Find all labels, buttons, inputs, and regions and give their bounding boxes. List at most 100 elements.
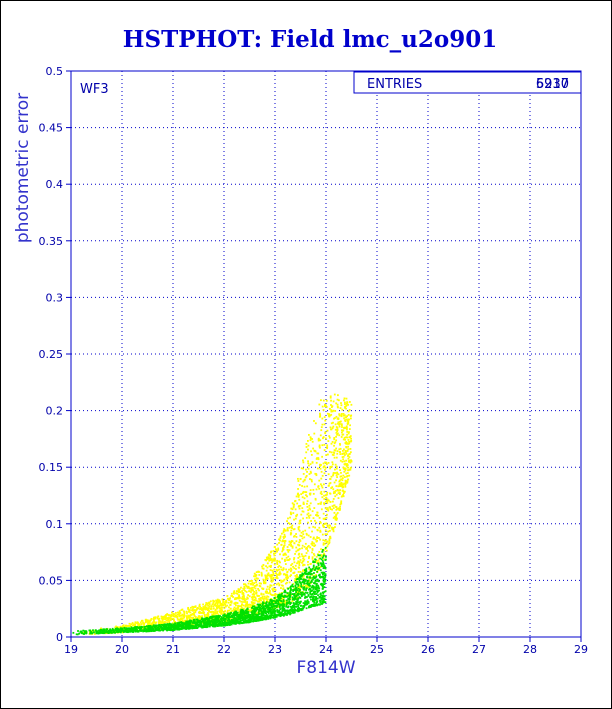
data-point <box>253 594 256 596</box>
data-point <box>305 569 307 572</box>
data-point <box>299 571 302 573</box>
data-point <box>290 545 293 547</box>
data-point <box>303 582 306 585</box>
data-point <box>341 433 344 436</box>
data-point <box>299 559 302 561</box>
data-point <box>274 616 277 619</box>
data-point <box>327 473 330 476</box>
data-point <box>325 541 328 544</box>
data-point <box>279 601 282 604</box>
data-point <box>254 573 257 576</box>
data-point <box>100 628 102 631</box>
data-point <box>343 467 345 470</box>
data-point <box>275 549 278 551</box>
data-point <box>209 620 211 623</box>
data-point <box>301 544 304 547</box>
data-point <box>241 590 244 592</box>
data-point <box>252 617 255 620</box>
data-point <box>335 415 338 418</box>
data-point <box>296 578 299 580</box>
data-point <box>240 600 243 603</box>
data-point <box>311 551 313 554</box>
data-point <box>255 571 258 574</box>
data-point <box>303 604 306 607</box>
data-point <box>300 535 303 538</box>
data-point <box>213 625 216 628</box>
data-point <box>324 573 327 576</box>
data-point <box>274 589 277 591</box>
data-point <box>234 597 237 600</box>
data-point <box>149 628 151 631</box>
data-point <box>306 603 309 606</box>
data-point <box>307 509 310 512</box>
data-point <box>227 597 229 600</box>
data-point <box>322 483 325 486</box>
data-point <box>304 591 307 594</box>
data-point <box>305 494 307 497</box>
data-point <box>191 617 194 619</box>
stats-value-1: 6937 <box>536 77 569 92</box>
data-point <box>323 472 326 475</box>
data-point <box>328 482 331 485</box>
data-point <box>192 606 195 609</box>
data-point <box>299 477 302 480</box>
data-point <box>269 586 271 589</box>
data-point <box>318 561 321 564</box>
data-point <box>336 471 339 474</box>
data-point <box>117 626 120 629</box>
data-point <box>302 569 305 571</box>
data-point <box>219 623 222 626</box>
data-point <box>340 415 343 418</box>
data-point <box>332 507 335 510</box>
data-point <box>243 597 245 600</box>
data-point <box>345 452 348 455</box>
data-point <box>214 608 217 611</box>
data-point <box>292 572 295 574</box>
data-point <box>181 613 184 616</box>
data-point <box>330 442 333 445</box>
data-point <box>327 509 330 512</box>
data-point <box>299 574 302 577</box>
data-point <box>328 526 331 529</box>
data-point <box>333 444 335 447</box>
data-point <box>243 589 246 591</box>
data-point <box>123 627 126 630</box>
data-point <box>172 617 175 620</box>
data-point <box>336 450 339 452</box>
data-point <box>322 583 325 586</box>
data-point <box>286 546 289 548</box>
data-point <box>302 480 305 483</box>
data-point <box>317 554 320 557</box>
data-point <box>144 625 146 628</box>
data-point <box>340 404 343 407</box>
data-point <box>315 602 318 605</box>
data-point <box>332 425 335 428</box>
data-point <box>283 601 285 604</box>
data-point <box>313 593 316 596</box>
data-point <box>309 470 312 473</box>
data-point <box>295 495 298 498</box>
data-point <box>163 626 166 629</box>
data-point <box>322 409 325 411</box>
data-point <box>261 619 264 621</box>
data-point <box>341 452 344 455</box>
data-point <box>230 592 233 595</box>
data-point <box>276 593 279 596</box>
data-point <box>275 599 278 601</box>
data-point <box>276 602 279 605</box>
data-point <box>208 618 211 620</box>
data-point <box>275 596 278 599</box>
data-point <box>337 497 340 500</box>
data-point <box>257 577 259 580</box>
data-point <box>131 622 134 624</box>
data-point <box>306 580 309 583</box>
data-point <box>278 583 281 586</box>
data-point <box>157 618 160 621</box>
data-point <box>306 549 309 552</box>
data-point <box>319 465 322 467</box>
data-point <box>327 543 330 546</box>
data-point <box>262 593 265 596</box>
x-tick-label: 19 <box>64 643 78 656</box>
data-point <box>289 590 292 593</box>
data-point <box>242 594 245 597</box>
